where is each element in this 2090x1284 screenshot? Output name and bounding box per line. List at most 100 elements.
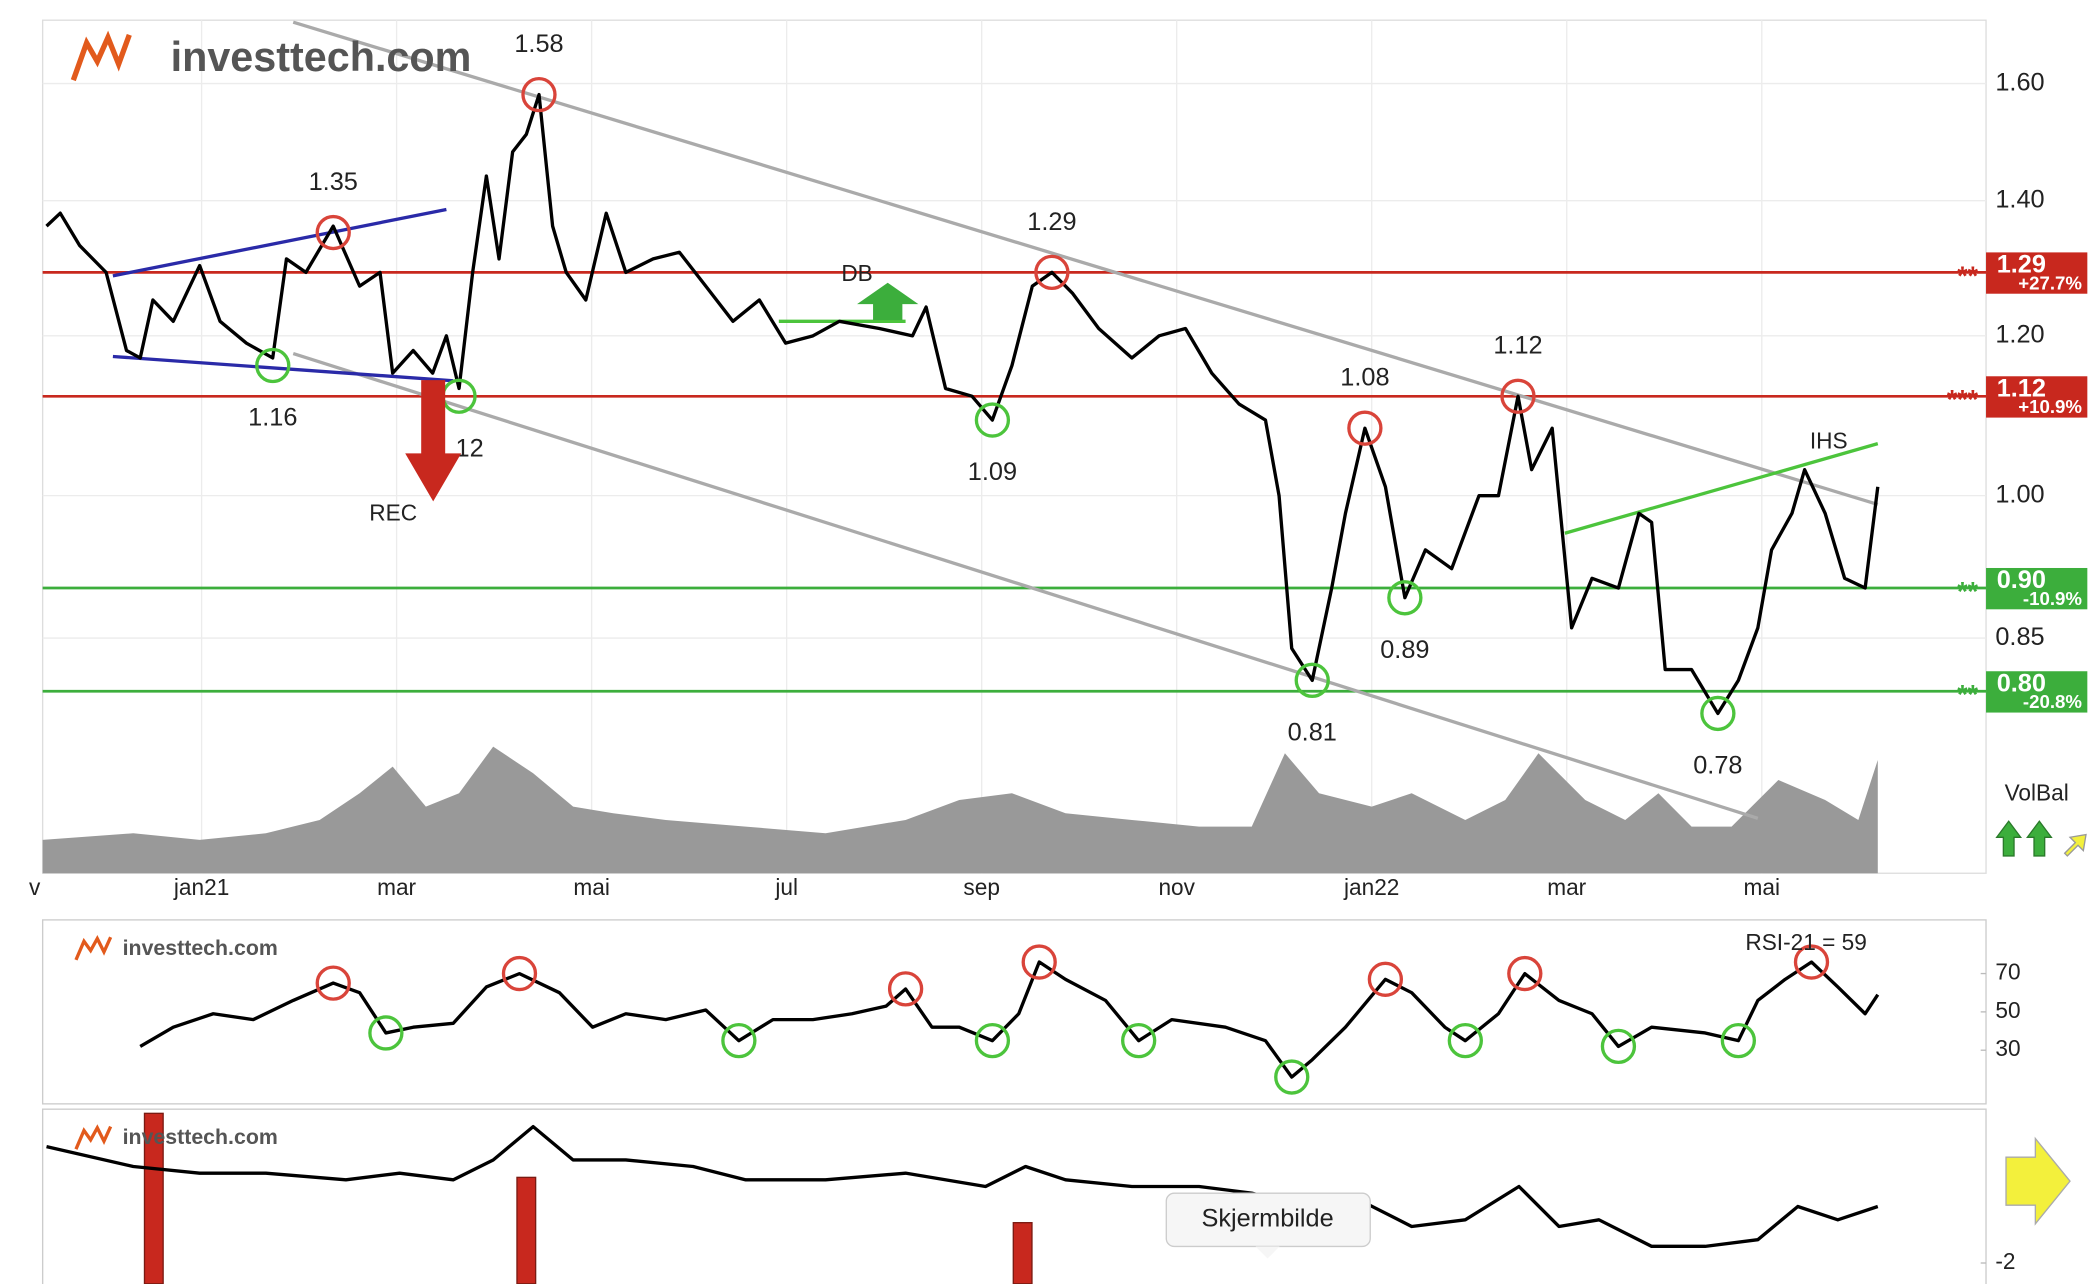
level-box [1986, 671, 2088, 713]
rsi-label: RSI-21 = 59 [1745, 929, 1866, 955]
trend-line [292, 351, 1759, 820]
signal-arrow [2005, 1136, 2071, 1226]
signal-bar [1012, 1222, 1033, 1284]
level-label: 1.12 [1997, 374, 2046, 402]
tooltip-text: Skjermbilde [1201, 1205, 1333, 1233]
level-box [1986, 252, 2088, 294]
x-tick-label: nov [1158, 874, 1195, 900]
extreme-label: 0.81 [1288, 718, 1337, 746]
level-change: +10.9% [2018, 396, 2082, 417]
extreme-circle [1700, 695, 1736, 732]
volbal-arrow [2063, 833, 2087, 857]
rsi-extreme [315, 965, 351, 1001]
rsi-extreme [1021, 944, 1057, 980]
level-box [1986, 376, 2088, 418]
level-label: 1.29 [1997, 250, 2046, 278]
rsi-extreme [1720, 1022, 1757, 1059]
level-change: -10.9% [2023, 588, 2083, 609]
extreme-circle [315, 214, 351, 251]
trend-line [112, 354, 454, 383]
extreme-circle [521, 76, 557, 113]
x-tick-label: mar [377, 874, 416, 900]
extreme-circle [1500, 378, 1536, 414]
extreme-circle [1347, 410, 1383, 446]
rsi-extreme [1447, 1022, 1483, 1059]
extreme-label: 1.58 [514, 30, 563, 58]
extreme-circle [1034, 254, 1070, 291]
level-stars: ** [1957, 261, 1978, 291]
logo-icon [74, 935, 113, 961]
logo: investtech.com [171, 34, 472, 80]
extreme-label: 1.09 [968, 458, 1017, 486]
rsi-extreme [721, 1022, 757, 1059]
extreme-label: 0.78 [1693, 751, 1742, 779]
extreme-circle [1387, 580, 1423, 616]
price-line [139, 960, 1880, 1079]
price-line [46, 1124, 1879, 1249]
x-tick-label: mar [1547, 874, 1586, 900]
volbal-arrow [1995, 820, 2023, 857]
logo-icon [74, 1124, 113, 1150]
extreme-circle [1294, 662, 1330, 699]
rec-arrow [405, 380, 462, 502]
level-stars: *** [1947, 385, 1979, 415]
price-panel [41, 19, 1987, 874]
level-box [1986, 567, 2088, 610]
y-tick-label: 0.85 [1995, 623, 2044, 651]
y-tick-label: 70 [1995, 959, 2020, 985]
x-tick-label: mai [1744, 874, 1780, 900]
logo: investtech.com [123, 936, 278, 960]
extreme-label: 0.89 [1380, 636, 1429, 664]
pattern-label: DB [841, 260, 872, 286]
level-change: -20.8% [2023, 691, 2083, 712]
rsi-extreme [1793, 944, 1830, 980]
rsi-extreme [974, 1022, 1011, 1059]
x-tick-label: mai [573, 874, 609, 900]
rsi-extreme [368, 1015, 404, 1051]
rsi-extreme [1507, 955, 1543, 992]
y-tick-label: 1.60 [1995, 68, 2044, 96]
volbal-label: VolBal [2005, 780, 2069, 806]
extreme-label: 1.12 [1493, 332, 1542, 360]
trend-line [292, 20, 1879, 507]
y-tick-label: 30 [1995, 1035, 2020, 1061]
level-stars: ** [1957, 576, 1978, 606]
x-tick-label: v [29, 874, 41, 900]
x-tick-label: jan21 [173, 874, 229, 900]
db-arrow [857, 282, 919, 321]
extreme-circle [255, 347, 291, 384]
x-tick-label: jan22 [1343, 874, 1399, 900]
plot: v jan21 mar mai jul sep nov jan22 mar mai 1.60 1.40… [29, 20, 2088, 1284]
price-line [45, 92, 1880, 716]
extreme-label: 1.08 [1340, 364, 1389, 392]
signal-bar [516, 1176, 537, 1284]
extreme-label: 1.35 [309, 168, 358, 196]
logo-icon [70, 30, 132, 82]
y-tick-label: 1.40 [1995, 185, 2044, 213]
trend-line [112, 207, 447, 278]
rsi-extreme [501, 955, 538, 992]
rsi-panel [41, 919, 1987, 1105]
extreme-label: 1.29 [1027, 208, 1076, 236]
level-change: +27.7% [2018, 272, 2082, 293]
level-label: 0.80 [1997, 669, 2046, 697]
tooltip-tail [1255, 1246, 1280, 1259]
trend-line [1564, 442, 1879, 535]
y-tick-label: 1.00 [1995, 480, 2044, 508]
rsi-extreme [1274, 1059, 1310, 1095]
x-tick-label: sep [963, 874, 1000, 900]
volbal-arrow [2026, 820, 2053, 857]
extreme-circle [974, 402, 1011, 438]
y-tick-label: 50 [1995, 997, 2020, 1023]
x-tick-label: jul [774, 874, 798, 900]
level-stars: ** [1957, 680, 1978, 710]
rsi-extreme [1121, 1022, 1157, 1059]
logos: investtech.com investtech.com investtech… [70, 30, 472, 1150]
pattern-label: IHS [1810, 428, 1848, 454]
rsi-extreme [1367, 961, 1404, 997]
pattern-label: REC [369, 500, 417, 526]
tooltip: Skjermbilde [1165, 1192, 1371, 1259]
y-tick-label: 1.20 [1995, 320, 2044, 348]
